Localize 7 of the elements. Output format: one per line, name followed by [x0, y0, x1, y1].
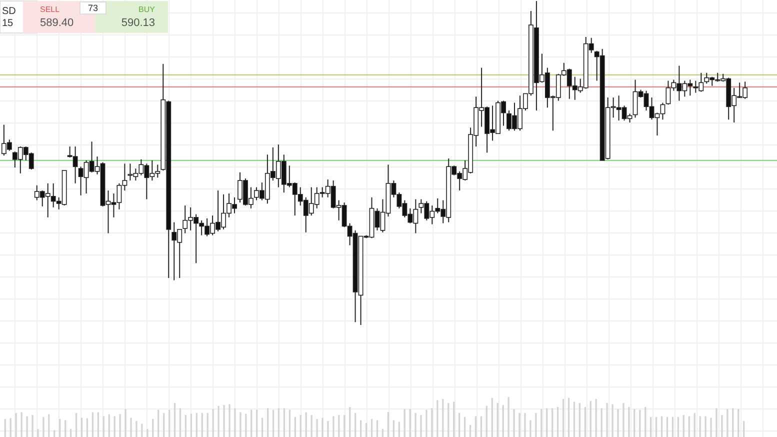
- annotation: 590.13: [121, 17, 155, 29]
- annotation: SELL: [40, 5, 60, 14]
- annotation: 589.40: [40, 17, 74, 29]
- annotation: SD: [2, 6, 16, 17]
- annotation: 73: [88, 3, 98, 13]
- annotation: BUY: [138, 5, 156, 14]
- annotation: 15: [2, 18, 14, 29]
